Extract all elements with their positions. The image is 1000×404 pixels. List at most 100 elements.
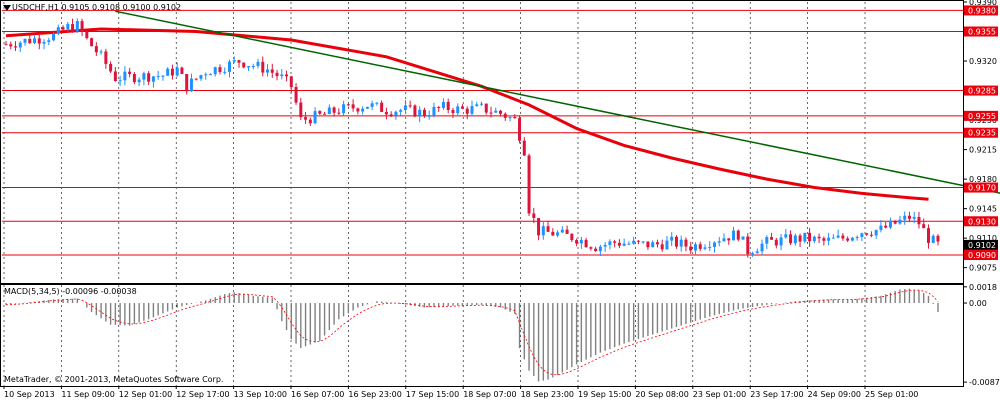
time-tick-label: 23 Sep 17:00 xyxy=(750,390,803,399)
candle-body xyxy=(694,244,697,250)
candle-body xyxy=(66,24,69,29)
candle-body xyxy=(133,74,136,82)
main-grid xyxy=(4,2,865,282)
candle-body xyxy=(199,75,202,79)
chart-menu-icon[interactable] xyxy=(3,5,11,11)
macd-signal-line xyxy=(6,290,938,375)
candle-body xyxy=(494,111,497,113)
candle-body xyxy=(770,237,773,240)
candle-body xyxy=(523,141,526,156)
candle-body xyxy=(761,244,764,252)
candle-body xyxy=(442,102,445,108)
candle-body xyxy=(142,73,145,79)
candle-body xyxy=(780,237,783,245)
trendline[interactable] xyxy=(115,11,1000,202)
candle-body xyxy=(432,107,435,116)
candle-body xyxy=(62,27,65,29)
time-tick-label: 25 Sep 01:00 xyxy=(865,390,918,399)
macd-tick-label: 0.0018 xyxy=(969,283,997,292)
candle-body xyxy=(608,241,611,245)
candle-body xyxy=(147,73,150,81)
candle-body xyxy=(732,231,735,241)
macd-tick-label: 0.00 xyxy=(969,299,987,308)
candle-body xyxy=(865,233,868,235)
candle-body xyxy=(803,233,806,242)
candle-body xyxy=(276,73,279,76)
candle-body xyxy=(684,240,687,247)
candle-body xyxy=(176,68,179,76)
time-tick-label: 16 Sep 07:00 xyxy=(291,390,344,399)
candle-body xyxy=(913,217,916,219)
level-price-label: 0.9380 xyxy=(968,6,996,15)
candle-body xyxy=(599,247,602,252)
candle-body xyxy=(43,42,46,44)
time-tick-label: 17 Sep 15:00 xyxy=(406,390,459,399)
candle-body xyxy=(932,236,935,243)
candle-body xyxy=(95,46,98,52)
candle-body xyxy=(390,114,393,115)
candle-body xyxy=(237,60,240,63)
candle-body xyxy=(499,111,502,114)
candle-body xyxy=(518,118,521,141)
time-tick-label: 13 Sep 10:00 xyxy=(234,390,287,399)
trendline-line[interactable] xyxy=(115,11,1000,202)
candle-body xyxy=(623,244,626,246)
candle-body xyxy=(81,21,84,31)
macd-axis: 0.0018 0.00 -0.00877 xyxy=(964,283,1000,387)
candle-body xyxy=(699,244,702,249)
candle-body xyxy=(651,242,654,247)
candle-body xyxy=(280,75,283,77)
level-price-label: 0.9170 xyxy=(968,184,996,193)
candle-body xyxy=(898,220,901,224)
candle-body xyxy=(347,104,350,105)
candle-body xyxy=(76,21,79,31)
candle-body xyxy=(642,241,645,242)
candle-body xyxy=(418,110,421,117)
price-tick-label: 0.9320 xyxy=(969,57,997,66)
candle-body xyxy=(632,241,635,244)
time-tick-label: 10 Sep 2013 xyxy=(4,390,55,399)
candle-body xyxy=(509,117,512,118)
candle-body xyxy=(333,107,336,112)
candle-body xyxy=(423,110,426,116)
candle-body xyxy=(851,238,854,241)
macd-tick-label: -0.00877 xyxy=(969,378,1000,387)
level-price-label: 0.9090 xyxy=(968,251,996,260)
macd-histogram xyxy=(6,289,938,382)
candle-body xyxy=(299,103,302,118)
candle-body xyxy=(318,111,321,114)
candle-body xyxy=(808,233,811,241)
candle-body xyxy=(485,104,488,113)
candle-body xyxy=(71,24,74,31)
level-price-label: 0.9355 xyxy=(968,28,996,37)
candle-body xyxy=(537,218,540,235)
candle-body xyxy=(361,109,364,112)
price-tick-label: 0.9145 xyxy=(969,205,997,214)
candle-body xyxy=(290,76,293,87)
candle-body xyxy=(661,244,664,249)
candle-body xyxy=(100,51,103,52)
candle-body xyxy=(742,236,745,239)
candle-body xyxy=(680,240,683,247)
candle-body xyxy=(223,72,226,73)
candle-body xyxy=(33,38,36,43)
candle-body xyxy=(5,44,8,45)
candle-body xyxy=(38,38,41,43)
candle-body xyxy=(604,245,607,247)
candle-body xyxy=(161,76,164,77)
candle-body xyxy=(908,216,911,219)
horizontal-lines[interactable] xyxy=(2,10,963,255)
candle-body xyxy=(613,241,616,242)
candle-body xyxy=(765,237,768,244)
candle-body xyxy=(380,103,383,112)
price-tick-label: 0.9075 xyxy=(969,264,997,273)
candle-body xyxy=(936,236,939,242)
candle-body xyxy=(875,230,878,235)
level-price-label: 0.9285 xyxy=(968,87,996,96)
current-price-label: 0.9102 xyxy=(968,241,996,250)
candle-body xyxy=(218,67,221,72)
candle-body xyxy=(190,79,193,92)
